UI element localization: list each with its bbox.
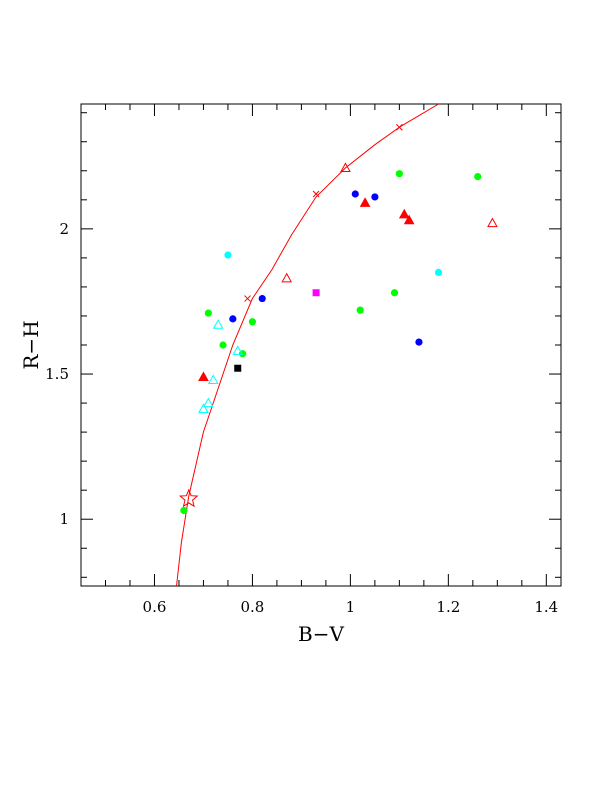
data-points	[180, 162, 498, 515]
data-point-circle	[415, 338, 423, 346]
data-point-open-triangle	[202, 397, 214, 408]
x-tick-label: 0.6	[143, 598, 167, 616]
data-point-square	[234, 364, 242, 372]
data-point-circle	[390, 289, 399, 297]
data-point-triangle	[359, 197, 371, 207]
data-point-circle	[204, 309, 212, 317]
data-point-open-triangle	[232, 345, 244, 355]
data-point-circle	[356, 306, 364, 314]
data-point-circle	[434, 268, 443, 277]
tick-marks	[80, 104, 561, 586]
data-point-circle	[219, 341, 227, 349]
data-point-open-triangle	[340, 162, 351, 172]
data-point-triangle	[398, 208, 410, 219]
x-axis-title: B−V	[298, 622, 344, 646]
data-point-triangle	[198, 371, 209, 382]
x-tick-labels: 0.6 0.8 1 1.2 1.4	[143, 598, 559, 616]
plot-frame	[80, 103, 562, 587]
data-point-circle	[371, 193, 379, 201]
y-tick-label: 1	[59, 510, 69, 528]
curve-tick-mark	[396, 123, 403, 131]
data-point-circle	[180, 506, 188, 515]
y-tick-label: 2	[59, 220, 69, 238]
data-point-circle	[229, 315, 237, 323]
data-point-circle	[248, 318, 257, 326]
x-tick-label: 1.4	[534, 598, 558, 616]
data-point-circle	[224, 251, 232, 259]
data-point-circle	[395, 170, 403, 178]
data-point-triangle	[403, 214, 415, 225]
x-tick-label: 1	[346, 598, 356, 616]
curve-tick-mark	[312, 190, 320, 198]
y-tick-label: 1.5	[45, 365, 69, 383]
x-tick-label: 0.8	[240, 598, 264, 616]
data-point-circle	[351, 190, 359, 198]
data-point-open-triangle	[207, 374, 219, 384]
data-point-square	[312, 289, 320, 297]
data-point-open-triangle	[198, 403, 209, 413]
sun-star-marker	[178, 488, 199, 508]
curve-layer	[176, 103, 439, 587]
data-point-circle	[258, 294, 266, 303]
data-point-circle	[474, 172, 482, 181]
curve-tick-mark	[244, 295, 251, 302]
data-point-open-triangle	[281, 272, 293, 283]
y-axis-title: R−H	[19, 320, 43, 369]
data-point-open-triangle	[212, 319, 224, 329]
model-curve	[176, 103, 439, 587]
y-tick-labels: 11.52	[45, 220, 69, 528]
x-tick-label: 1.2	[436, 598, 460, 616]
data-point-open-triangle	[487, 217, 498, 228]
